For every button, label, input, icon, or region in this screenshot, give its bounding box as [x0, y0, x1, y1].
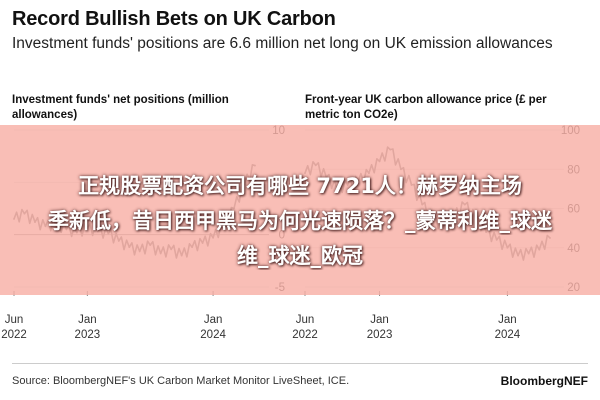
right-panel-title: Front-year UK carbon allowance price (£ …: [305, 94, 547, 121]
right-x-tick-label: Jan: [498, 314, 517, 326]
brand-logo: BloombergNEF: [500, 374, 588, 388]
left-panel-title: Investment funds' net positions (million…: [12, 94, 229, 121]
left-x-tick-label: 2024: [200, 329, 226, 341]
right-x-tick-label: 2023: [367, 329, 393, 341]
footer-divider: [12, 363, 588, 364]
left-x-tick-label: 2023: [75, 329, 101, 341]
right-x-tick-label: Jan: [370, 314, 389, 326]
right-x-tick-label: Jun: [296, 314, 315, 326]
right-x-tick-label: 2024: [495, 329, 521, 341]
right-x-tick-label: 2022: [292, 329, 318, 341]
left-x-tick-label: Jun: [5, 314, 24, 326]
overlay-text-line-1: 正规股票配资公司有哪些 7721人！赫罗纳主场: [78, 174, 522, 198]
overlay-text-line-3: 维_球迷_欧冠: [237, 244, 363, 268]
source-note: Source: BloombergNEF's UK Carbon Market …: [12, 375, 350, 387]
left-x-tick-label: Jan: [204, 314, 223, 326]
chart-subtitle: Investment funds' positions are 6.6 mill…: [12, 35, 553, 52]
overlay-banner: [0, 125, 600, 295]
left-x-tick-label: Jan: [78, 314, 97, 326]
left-x-tick-label: 2022: [1, 329, 27, 341]
chart-title: Record Bullish Bets on UK Carbon: [12, 8, 336, 30]
overlay-text-line-2: 季新低，昔日西甲黑马为何光速陨落？_蒙蒂利维_球迷: [48, 209, 552, 233]
